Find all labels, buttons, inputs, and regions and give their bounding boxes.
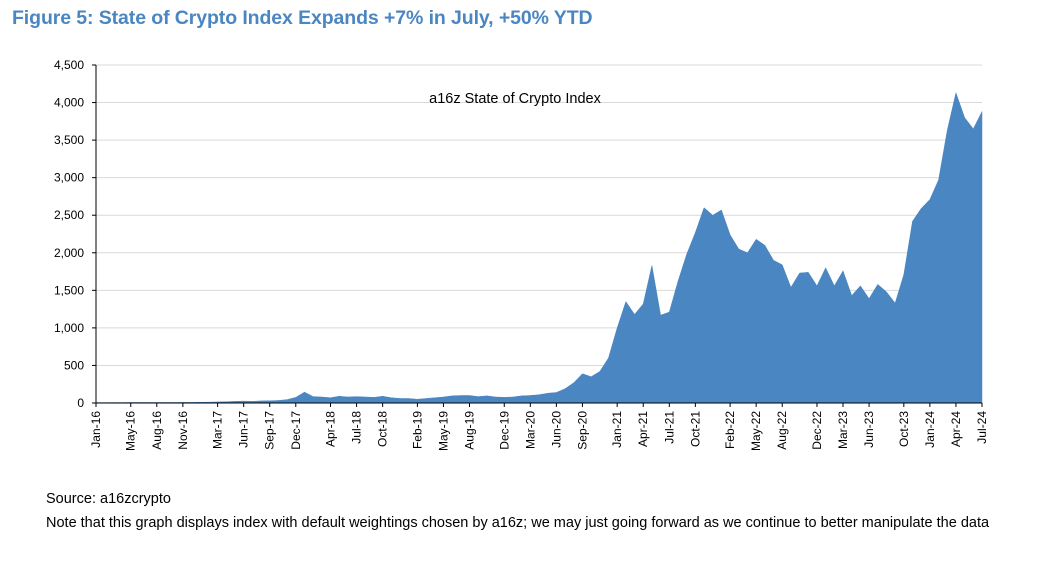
y-tick-label: 2,000 xyxy=(54,246,84,260)
y-tick-label: 3,500 xyxy=(54,133,84,147)
x-tick-label: Aug-16 xyxy=(150,411,164,450)
x-tick-label: Mar-23 xyxy=(836,411,850,449)
x-tick-label: Aug-22 xyxy=(775,411,789,450)
x-tick-label: May-19 xyxy=(436,411,450,451)
x-tick-label: Nov-16 xyxy=(176,411,190,450)
x-tick-label: Jul-18 xyxy=(350,411,364,444)
x-tick-label: Dec-19 xyxy=(497,411,511,450)
x-tick-label: Jan-24 xyxy=(923,411,937,448)
x-tick-label: Apr-24 xyxy=(949,411,963,447)
x-tick-label: Oct-21 xyxy=(688,411,702,447)
x-tick-label: Mar-20 xyxy=(523,411,537,449)
x-tick-label: Mar-17 xyxy=(211,411,225,449)
x-tick-label: Jan-16 xyxy=(89,411,103,448)
series-label: a16z State of Crypto Index xyxy=(429,91,601,107)
x-tick-label: May-16 xyxy=(124,411,138,451)
y-tick-label: 0 xyxy=(77,396,84,410)
x-tick-label: Sep-20 xyxy=(575,411,589,450)
index-area xyxy=(95,91,983,404)
x-tick-label: Aug-19 xyxy=(463,411,477,450)
x-tick-label: Jan-21 xyxy=(610,411,624,448)
x-tick-label: May-22 xyxy=(749,411,763,451)
y-tick-label: 2,500 xyxy=(54,208,84,222)
figure-title: Figure 5: State of Crypto Index Expands … xyxy=(12,7,593,29)
x-tick-label: Feb-22 xyxy=(723,411,737,449)
x-tick-label: Feb-19 xyxy=(410,411,424,449)
y-tick-labels: 0 500 1,000 1,500 2,000 2,500 3,000 3,500 4,000 4… xyxy=(54,58,96,410)
y-tick-label: 4,000 xyxy=(54,96,84,110)
x-tick-label: Jun-17 xyxy=(237,411,251,448)
x-tick-label: Apr-18 xyxy=(324,411,338,447)
x-tick-label: Jun-23 xyxy=(862,411,876,448)
y-tick-label: 4,500 xyxy=(54,58,84,72)
area-series xyxy=(95,91,983,404)
y-tick-label: 1,500 xyxy=(54,283,84,297)
x-tick-label: Jul-24 xyxy=(975,411,989,444)
x-tick-label: Dec-22 xyxy=(810,411,824,450)
x-tick-label: Apr-21 xyxy=(636,411,650,447)
note-text: Note that this graph displays index with… xyxy=(46,515,990,531)
x-tick-label: Jun-20 xyxy=(549,411,563,448)
x-tick-label: Sep-17 xyxy=(263,411,277,450)
y-tick-label: 500 xyxy=(64,358,84,372)
x-tick-labels: Jan-16 May-16 Aug-16 Nov-16 Mar-17 Jun-17 Sep-… xyxy=(89,403,989,451)
source-text: Source: a16zcrypto xyxy=(46,491,171,507)
y-tick-label: 3,000 xyxy=(54,171,84,185)
x-tick-label: Oct-23 xyxy=(897,411,911,447)
y-tick-label: 1,000 xyxy=(54,321,84,335)
x-tick-label: Dec-17 xyxy=(289,411,303,450)
x-tick-label: Jul-21 xyxy=(662,411,676,444)
x-tick-label: Oct-18 xyxy=(376,411,390,447)
chart: 0 500 1,000 1,500 2,000 2,500 3,000 3,500 4,000 4… xyxy=(54,58,989,451)
